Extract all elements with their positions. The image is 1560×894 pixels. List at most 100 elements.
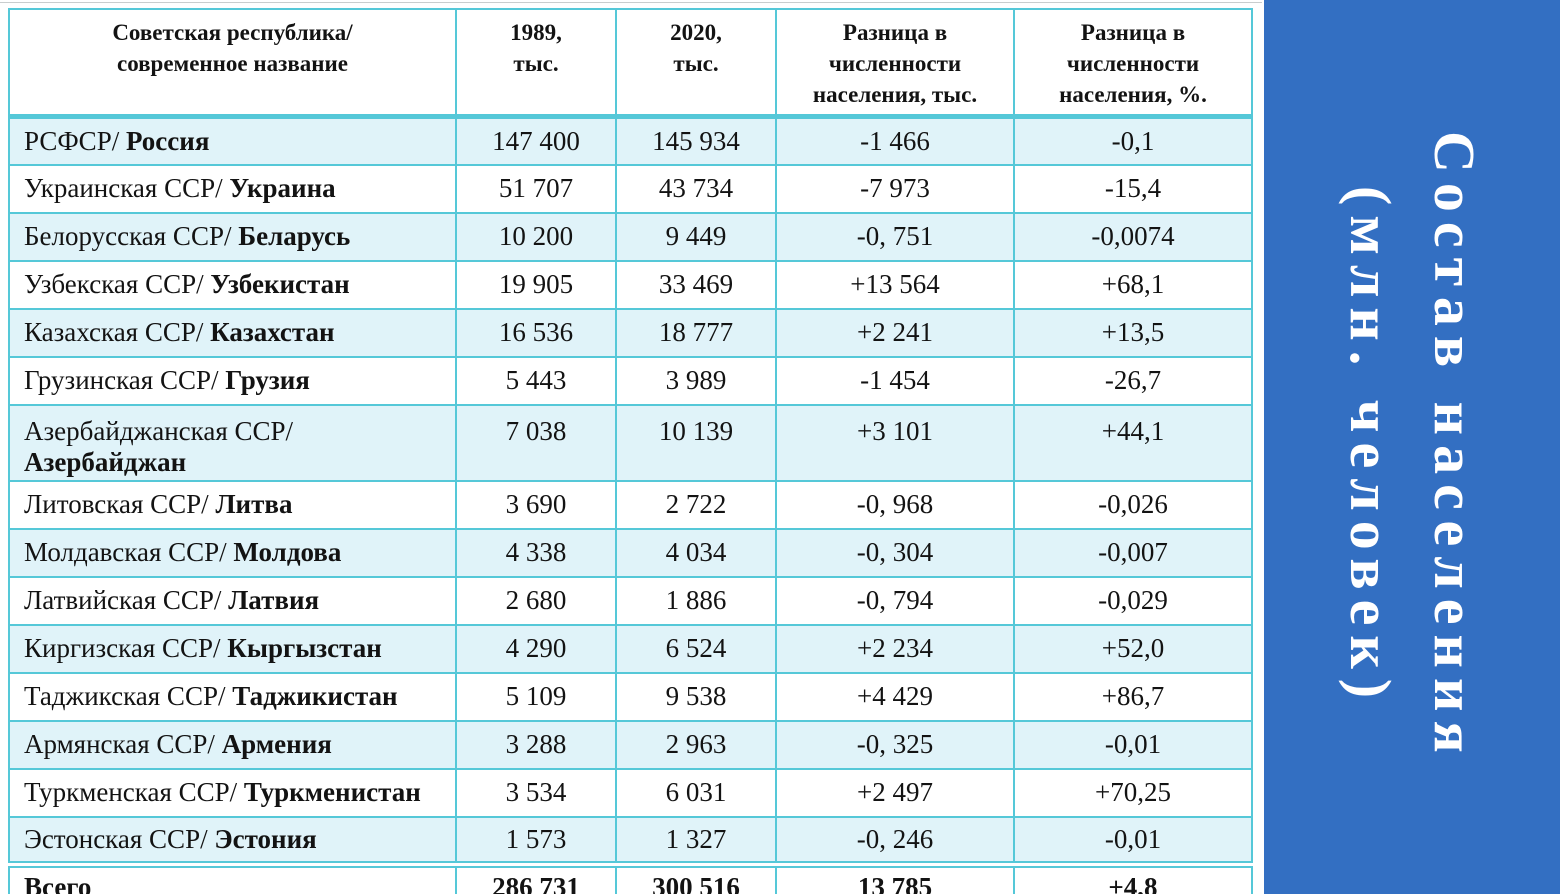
republic-cell: Украинская ССР/ Украина xyxy=(8,163,457,214)
republic-cell: Узбекская ССР/ Узбекистан xyxy=(8,259,457,310)
sidebar-title-line2: (млн. человек) xyxy=(1338,185,1403,709)
value-1989-cell: 4 290 xyxy=(455,623,617,674)
population-table-container: Советская республика/ современное назван… xyxy=(8,8,1253,894)
modern-country-name: Азербайджан xyxy=(24,446,187,477)
value-2020-cell: 2 722 xyxy=(615,479,777,530)
value-1989-cell: 3 534 xyxy=(455,767,617,818)
table-header: Советская республика/ современное назван… xyxy=(8,8,1253,120)
diff-thousands-cell: +2 234 xyxy=(775,623,1015,674)
modern-country-name: Армения xyxy=(221,729,332,760)
value-1989-cell: 51 707 xyxy=(455,163,617,214)
diff-thousands-cell: -1 466 xyxy=(775,115,1015,166)
republic-cell: Молдавская ССР/ Молдова xyxy=(8,527,457,578)
republic-cell: Азербайджанская ССР/ Азербайджан xyxy=(8,403,457,482)
value-1989-cell: 147 400 xyxy=(455,115,617,166)
value-1989-cell: 2 680 xyxy=(455,575,617,626)
soviet-republic-name: Украинская ССР/ xyxy=(24,173,230,204)
table-row: Эстонская ССР/ Эстония 1 573 1 327 -0, 246-… xyxy=(8,815,1253,866)
value-1989-cell: 16 536 xyxy=(455,307,617,358)
total-row: Всего 286 731 300 516 13 785 +4,8 xyxy=(8,861,1253,894)
table-row: Белорусская ССР/ Беларусь 10 200 9 449 -0, … xyxy=(8,211,1253,262)
header-cell-2020: 2020, тыс. xyxy=(615,8,777,120)
republic-cell: Таджикская ССР/ Таджикистан xyxy=(8,671,457,722)
modern-country-name: Беларусь xyxy=(238,221,351,252)
table-row: Киргизская ССР/ Кыргызстан 4 290 6 524 +2 2… xyxy=(8,623,1253,674)
sidebar-panel: Состав населения (млн. человек) xyxy=(1264,0,1560,894)
modern-country-name: Таджикистан xyxy=(232,681,398,712)
value-2020-cell: 43 734 xyxy=(615,163,777,214)
soviet-republic-name: Узбекская ССР/ xyxy=(24,269,211,300)
republic-cell: Киргизская ССР/ Кыргызстан xyxy=(8,623,457,674)
value-1989-cell: 5 109 xyxy=(455,671,617,722)
diff-thousands-cell: -0, 304 xyxy=(775,527,1015,578)
value-1989-cell: 3 288 xyxy=(455,719,617,770)
table-body: РСФСР/ Россия 147 400 145 934 -1 466 -0,1 Укр… xyxy=(8,115,1253,894)
table-row: Азербайджанская ССР/ Азербайджан 7 038 10 … xyxy=(8,403,1253,482)
modern-country-name: Туркменистан xyxy=(243,777,421,808)
value-2020-cell: 2 963 xyxy=(615,719,777,770)
value-2020-cell: 18 777 xyxy=(615,307,777,358)
total-2020-cell: 300 516 xyxy=(615,861,777,894)
diff-percent-cell: -26,7 xyxy=(1013,355,1253,406)
diff-percent-cell: -0,1 xyxy=(1013,115,1253,166)
table-row: Молдавская ССР/ Молдова 4 338 4 034 -0, 304… xyxy=(8,527,1253,578)
soviet-republic-name: Киргизская ССР/ xyxy=(24,633,228,664)
diff-thousands-cell: -1 454 xyxy=(775,355,1015,406)
modern-country-name: Эстония xyxy=(214,823,317,854)
table-row: Литовская ССР/ Литва 3 690 2 722 -0, 968 -0,… xyxy=(8,479,1253,530)
value-2020-cell: 6 031 xyxy=(615,767,777,818)
value-1989-cell: 4 338 xyxy=(455,527,617,578)
modern-country-name: Литва xyxy=(215,489,293,520)
diff-thousands-cell: +13 564 xyxy=(775,259,1015,310)
diff-thousands-cell: +2 241 xyxy=(775,307,1015,358)
value-2020-cell: 1 886 xyxy=(615,575,777,626)
table-row: Казахская ССР/ Казахстан 16 536 18 777 +2 2… xyxy=(8,307,1253,358)
table-row: Туркменская ССР/ Туркменистан 3 534 6 031 +… xyxy=(8,767,1253,818)
header-cell-republic: Советская республика/ современное назван… xyxy=(8,8,457,120)
republic-cell: Литовская ССР/ Литва xyxy=(8,479,457,530)
table-header-row: Советская республика/ современное назван… xyxy=(8,8,1253,120)
modern-country-name: Россия xyxy=(125,125,210,156)
republic-cell: Эстонская ССР/ Эстония xyxy=(8,815,457,866)
table-row: Украинская ССР/ Украина 51 707 43 734 -7 97… xyxy=(8,163,1253,214)
table-row: Грузинская ССР/ Грузия 5 443 3 989 -1 454 -2… xyxy=(8,355,1253,406)
soviet-republic-name: Молдавская ССР/ xyxy=(24,537,234,568)
value-2020-cell: 9 538 xyxy=(615,671,777,722)
republic-cell: РСФСР/ Россия xyxy=(8,115,457,166)
diff-thousands-cell: -0, 794 xyxy=(775,575,1015,626)
diff-thousands-cell: -0, 751 xyxy=(775,211,1015,262)
soviet-republic-name: Грузинская ССР/ xyxy=(24,365,226,396)
soviet-republic-name: Литовская ССР/ xyxy=(24,489,216,520)
diff-thousands-cell: +4 429 xyxy=(775,671,1015,722)
header-cell-diff-percent: Разница в численности населения, %. xyxy=(1013,8,1253,120)
slide-top-edge-line xyxy=(0,2,1262,3)
total-1989-cell: 286 731 xyxy=(455,861,617,894)
value-2020-cell: 4 034 xyxy=(615,527,777,578)
value-2020-cell: 1 327 xyxy=(615,815,777,866)
diff-percent-cell: -0,026 xyxy=(1013,479,1253,530)
value-2020-cell: 10 139 xyxy=(615,403,777,482)
soviet-republic-name: Казахская ССР/ xyxy=(24,317,211,348)
diff-percent-cell: -0,01 xyxy=(1013,815,1253,866)
republic-cell: Армянская ССР/ Армения xyxy=(8,719,457,770)
diff-percent-cell: -0,01 xyxy=(1013,719,1253,770)
total-label-cell: Всего xyxy=(8,861,457,894)
soviet-republic-name: Таджикская ССР/ xyxy=(24,681,233,712)
modern-country-name: Кыргызстан xyxy=(227,633,382,664)
diff-percent-cell: -0,007 xyxy=(1013,527,1253,578)
header-cell-diff-thousands: Разница в численности населения, тыс. xyxy=(775,8,1015,120)
value-1989-cell: 3 690 xyxy=(455,479,617,530)
table-row: РСФСР/ Россия 147 400 145 934 -1 466 -0,1 xyxy=(8,115,1253,166)
diff-thousands-cell: +2 497 xyxy=(775,767,1015,818)
soviet-republic-name: Эстонская ССР/ xyxy=(24,823,215,854)
modern-country-name: Молдова xyxy=(233,537,342,568)
republic-cell: Белорусская ССР/ Беларусь xyxy=(8,211,457,262)
diff-percent-cell: -0,029 xyxy=(1013,575,1253,626)
value-1989-cell: 1 573 xyxy=(455,815,617,866)
soviet-republic-name: Латвийская ССР/ xyxy=(24,585,229,616)
republic-cell: Грузинская ССР/ Грузия xyxy=(8,355,457,406)
diff-percent-cell: -15,4 xyxy=(1013,163,1253,214)
table-row: Узбекская ССР/ Узбекистан 19 905 33 469 +13… xyxy=(8,259,1253,310)
diff-percent-cell: +70,25 xyxy=(1013,767,1253,818)
